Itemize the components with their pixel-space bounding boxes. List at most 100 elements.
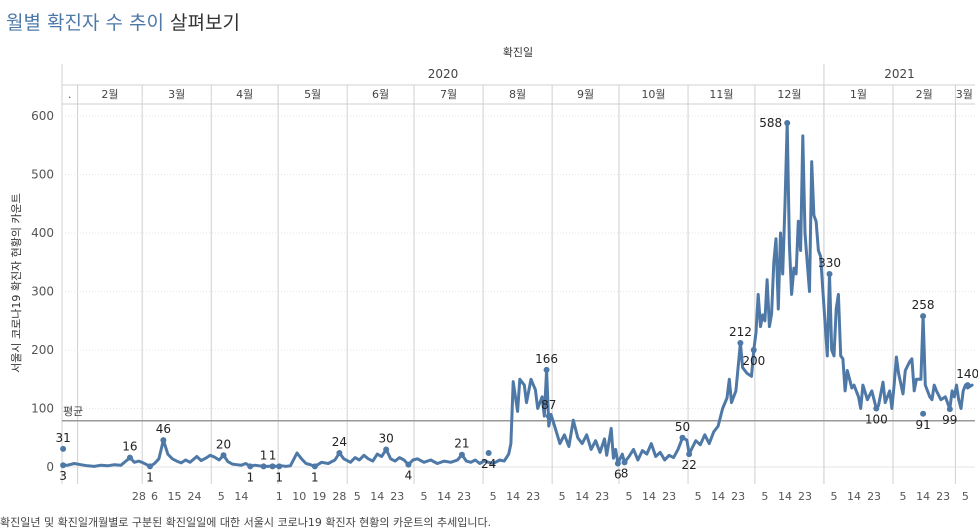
data-label: 91 — [915, 418, 930, 432]
data-label: 22 — [682, 458, 697, 472]
data-point-marker[interactable] — [614, 460, 621, 467]
data-point-marker[interactable] — [784, 120, 791, 127]
data-point-marker[interactable] — [964, 382, 971, 389]
data-point-marker[interactable] — [545, 413, 552, 420]
y-tick-label: 600 — [31, 109, 54, 123]
data-point-marker[interactable] — [269, 463, 276, 470]
x-tick-label: 10 — [292, 490, 306, 503]
average-label: 평균 — [63, 405, 83, 418]
month-header: 3월 — [956, 88, 973, 101]
month-header: 10월 — [641, 88, 665, 101]
x-tick-label: 23 — [936, 490, 950, 503]
x-tick-label: 23 — [457, 490, 471, 503]
data-point-marker[interactable] — [276, 463, 283, 470]
x-tick-label: 23 — [595, 490, 609, 503]
data-point-marker[interactable] — [737, 339, 744, 346]
x-tick-label: 5 — [354, 490, 361, 503]
title-rest: 살펴보기 — [170, 12, 240, 34]
data-label: 3 — [59, 469, 67, 483]
month-header: 2월 — [101, 88, 118, 101]
data-label: 1 — [311, 470, 319, 484]
x-tick-label: 28 — [332, 490, 346, 503]
data-point-marker[interactable] — [543, 366, 550, 373]
y-tick-label: 0 — [46, 460, 54, 474]
data-point-marker[interactable] — [247, 463, 254, 470]
data-point-marker[interactable] — [946, 406, 953, 413]
data-label: 588 — [759, 116, 782, 130]
data-label: 31 — [55, 431, 70, 445]
data-label: 1 — [269, 448, 277, 462]
y-tick-label: 400 — [31, 226, 54, 240]
x-tick-label: 14 — [778, 490, 792, 503]
data-point-marker[interactable] — [920, 410, 927, 417]
x-tick-label: 6 — [151, 490, 158, 503]
data-label: 30 — [379, 431, 394, 445]
x-tick-label: 5 — [218, 490, 225, 503]
x-tick-label: 5 — [761, 490, 768, 503]
y-tick-label: 500 — [31, 168, 54, 182]
data-point-marker[interactable] — [621, 459, 628, 466]
data-point-marker[interactable] — [679, 434, 686, 441]
data-point-marker[interactable] — [405, 461, 412, 468]
x-tick-label: 19 — [312, 490, 326, 503]
data-point-marker[interactable] — [383, 446, 390, 453]
data-label: 99 — [942, 413, 957, 427]
x-tick-label: 5 — [559, 490, 566, 503]
data-label: 1 — [246, 470, 254, 484]
x-tick-label: 23 — [798, 490, 812, 503]
x-tick-label: 5 — [962, 490, 969, 503]
line-chart[interactable]: 확진일 서울시 코로나19 확진자 현황의 카운트 0 100 200 300 400 5… — [0, 0, 978, 512]
x-tick-label: 14 — [506, 490, 520, 503]
data-label: 8 — [621, 466, 629, 480]
data-point-marker[interactable] — [686, 451, 693, 458]
data-point-marker[interactable] — [126, 454, 133, 461]
data-point-marker[interactable] — [147, 463, 154, 470]
x-tick-label: 14 — [711, 490, 725, 503]
data-label: 6 — [614, 467, 622, 481]
x-tick-label: 14 — [437, 490, 451, 503]
data-label: 100 — [865, 413, 888, 427]
data-point-marker[interactable] — [458, 451, 465, 458]
data-point-marker[interactable] — [60, 445, 67, 452]
year-header: 2021 — [884, 67, 915, 81]
page-title: 월별 확진자 수 추이 살펴보기 — [6, 8, 240, 35]
year-header: 2020 — [428, 67, 459, 81]
data-point-marker[interactable] — [311, 463, 318, 470]
data-label: 1 — [146, 470, 154, 484]
data-point-marker[interactable] — [60, 462, 67, 469]
month-header: 2월 — [916, 88, 933, 101]
data-label: 46 — [156, 422, 171, 436]
x-tick-label: 23 — [526, 490, 540, 503]
month-header: 7월 — [440, 88, 457, 101]
x-tick-label: 14 — [575, 490, 589, 503]
data-point-marker[interactable] — [873, 405, 880, 412]
data-point-marker[interactable] — [485, 449, 492, 456]
x-tick-label: 23 — [867, 490, 881, 503]
data-label: 24 — [332, 435, 347, 449]
data-label: 330 — [818, 256, 841, 270]
x-tick-label: 24 — [188, 490, 202, 503]
data-label: 4 — [405, 469, 413, 483]
data-label: 16 — [122, 440, 137, 454]
x-tick-label: 14 — [370, 490, 384, 503]
x-tick-label: 5 — [490, 490, 497, 503]
data-point-marker[interactable] — [220, 452, 227, 459]
data-point-marker[interactable] — [336, 449, 343, 456]
y-tick-label: 200 — [31, 343, 54, 357]
data-point-marker[interactable] — [826, 270, 833, 277]
data-label: 87 — [541, 398, 556, 412]
x-tick-label: 14 — [234, 490, 248, 503]
month-header: 6월 — [372, 88, 389, 101]
month-header: 3월 — [168, 88, 185, 101]
month-header: 12월 — [777, 88, 801, 101]
x-tick-label: 5 — [626, 490, 633, 503]
x-tick-label: 5 — [900, 490, 907, 503]
data-point-marker[interactable] — [260, 463, 267, 470]
data-point-marker[interactable] — [920, 313, 927, 320]
data-point-marker[interactable] — [160, 437, 167, 444]
data-point-marker[interactable] — [750, 347, 757, 353]
month-header: . — [68, 88, 72, 101]
data-label: 200 — [742, 354, 765, 368]
series-line[interactable] — [61, 121, 974, 468]
x-tick-label: 5 — [695, 490, 702, 503]
